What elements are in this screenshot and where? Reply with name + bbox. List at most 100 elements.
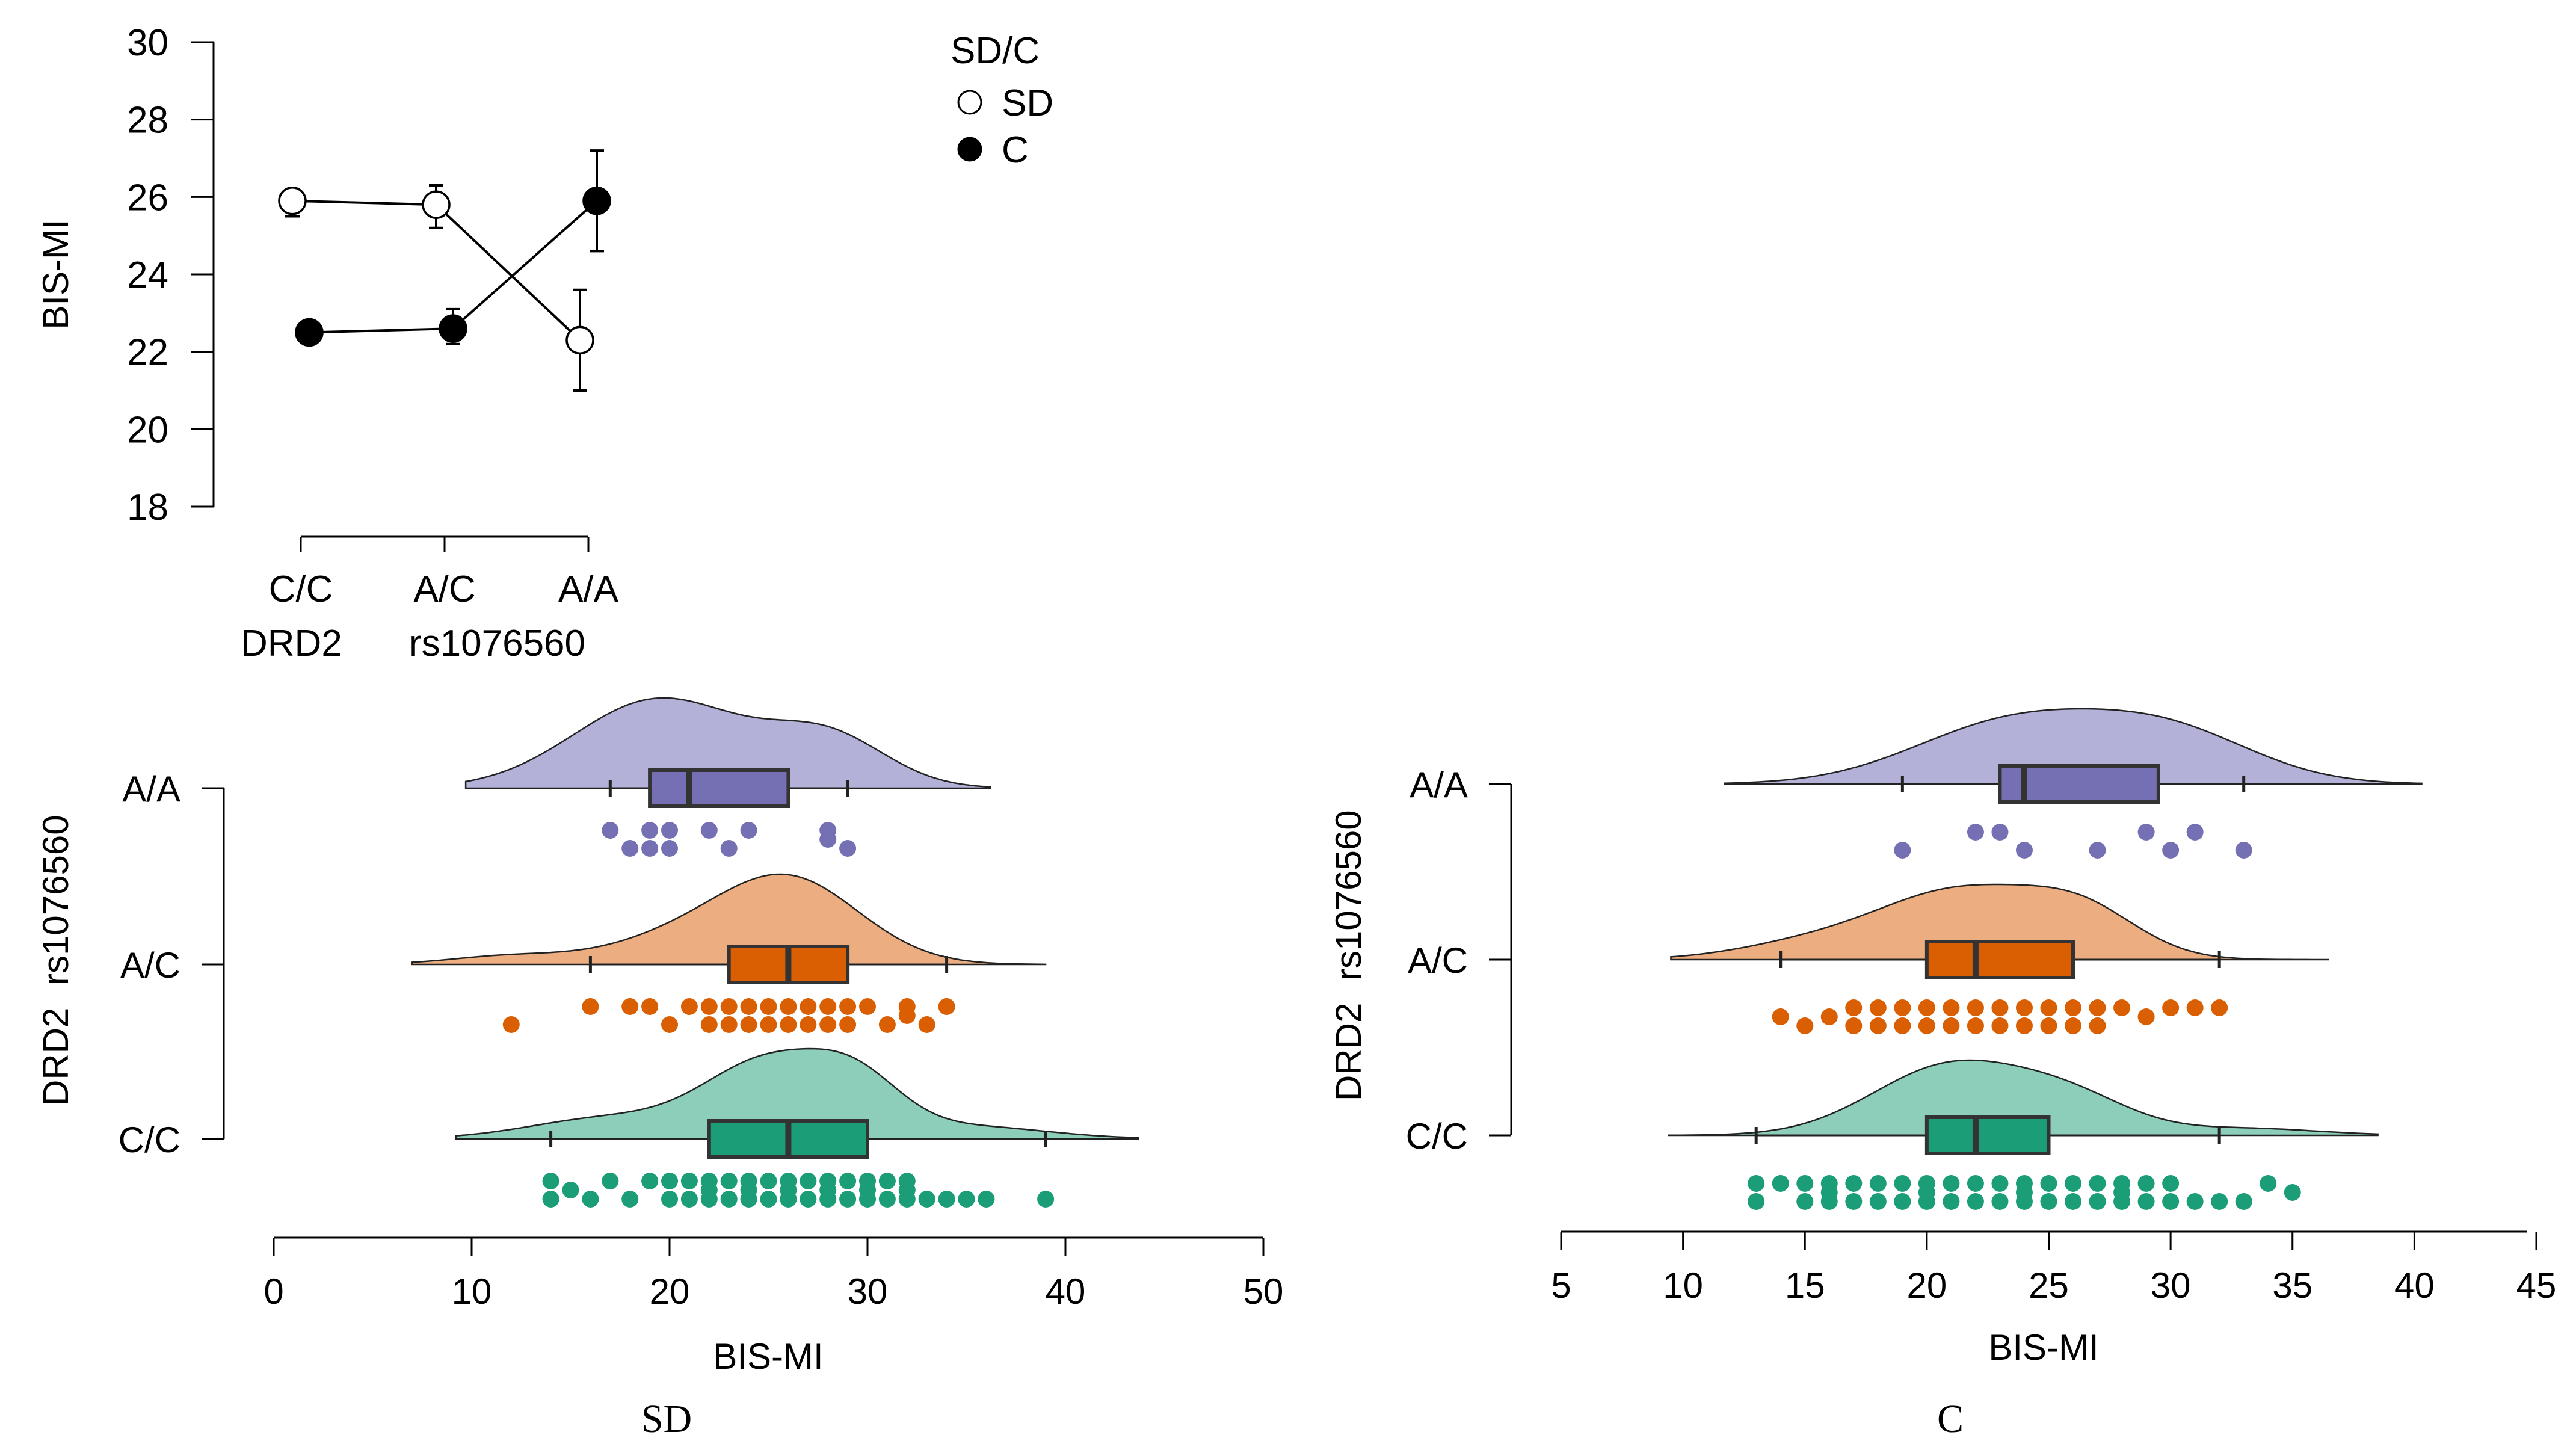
sd-point-cc: [760, 1191, 777, 1208]
c-y-tick-label: C/C: [1406, 1116, 1468, 1156]
sd-point-ac: [898, 1007, 916, 1024]
top-x-tick-label: A/C: [413, 569, 475, 610]
c-point-aa: [1991, 824, 2009, 841]
top-y-tick-label: 18: [127, 487, 168, 528]
sd-point-aa: [661, 840, 678, 857]
sd-point-cc: [878, 1191, 896, 1208]
c-x-tick-label: 5: [1551, 1265, 1571, 1306]
c-point-cc: [1967, 1175, 1984, 1192]
c-point-cc: [2162, 1193, 2180, 1210]
top-x-tick-label: A/A: [558, 569, 619, 610]
sd-point-cc: [839, 1191, 857, 1208]
c-point-cc: [1748, 1193, 1765, 1210]
raincloud-sd: 0 10 20 30 40 50 A/A A/C C/C BIS-MI DRD2 rs1076…: [35, 697, 1283, 1441]
c-point-ac: [1820, 1008, 1838, 1025]
sd-point-aa: [740, 822, 757, 839]
sd-point-ac: [878, 1016, 896, 1033]
sd-density-aa: [464, 697, 991, 789]
c-point-ac: [1991, 1017, 2009, 1034]
c-point-ac: [2211, 999, 2228, 1016]
c-point-cc: [1991, 1175, 2009, 1192]
c-x-tick-label: 25: [2029, 1265, 2069, 1306]
raincloud-c: 5 10 15 20 25 30 35 40 45 A/AA/CC/C BIS-MI DRD2 …: [1328, 708, 2556, 1441]
sd-point-cc: [819, 1182, 837, 1198]
c-group-aa: A/A: [1410, 708, 2423, 859]
sd-x-tick-label: 0: [263, 1271, 283, 1312]
sd-point-cc: [978, 1191, 995, 1208]
sd-point-aa: [641, 840, 659, 857]
sd-point-cc: [859, 1182, 876, 1198]
c-point-cc: [1748, 1175, 1765, 1192]
sd-point-ac: [839, 998, 857, 1015]
c-point-cc: [1991, 1193, 2009, 1210]
c-point-cc: [1869, 1193, 1887, 1210]
sd-point-cc: [800, 1173, 817, 1189]
sd-point-ac: [502, 1016, 520, 1033]
c-point-ac: [2065, 999, 2082, 1016]
c-y-tick-label: A/A: [1410, 765, 1468, 805]
c-y-axis-label-gene: DRD2: [1328, 1003, 1369, 1101]
sd-point-ac: [760, 998, 777, 1015]
c-caption: C: [1937, 1397, 1964, 1441]
sd-point-cc: [898, 1182, 916, 1198]
sd-point-ac: [780, 1016, 797, 1033]
top-y-tick-label: 26: [127, 177, 168, 218]
c-x-tick-label: 10: [1663, 1265, 1703, 1306]
c-point-ac: [2040, 1017, 2057, 1034]
c-point-ac: [2089, 1017, 2106, 1034]
c-point-ac: [2015, 1017, 2033, 1034]
sd-groups: A/A A/C C/C: [119, 697, 1139, 1208]
sd-y-axis-label-snp: rs1076560: [35, 815, 76, 986]
c-point-cc: [2211, 1193, 2228, 1210]
sd-point-cc: [661, 1173, 678, 1189]
c-box-ac: [1924, 940, 2075, 979]
series-sd-point: [422, 190, 451, 219]
c-point-aa: [2089, 842, 2106, 859]
legend-sd-marker: [957, 90, 982, 115]
sd-box-aa: [648, 768, 790, 808]
c-x-tick-label: 15: [1785, 1265, 1825, 1306]
c-point-ac: [1991, 999, 2009, 1016]
top-y-tick-label: 24: [127, 255, 168, 296]
sd-point-cc: [542, 1173, 559, 1189]
legend-c-label: C: [1002, 129, 1029, 171]
sd-x-tick-label: 40: [1046, 1271, 1086, 1312]
legend: SD/C SD C: [951, 30, 1053, 171]
sd-point-aa: [621, 840, 639, 857]
c-group-cc: C/C: [1406, 1059, 2379, 1210]
c-point-aa: [2235, 842, 2252, 859]
sd-y-tick-label: C/C: [119, 1120, 180, 1160]
c-point-aa: [1894, 842, 1911, 859]
c-point-ac: [1869, 1017, 1887, 1034]
c-point-ac: [2162, 999, 2180, 1016]
sd-point-ac: [582, 998, 599, 1015]
sd-y-tick-label: A/C: [120, 945, 180, 986]
sd-point-ac: [680, 998, 698, 1015]
c-point-aa: [2186, 824, 2204, 841]
c-x-tick-label: 30: [2151, 1265, 2191, 1306]
c-point-cc: [1894, 1175, 1911, 1192]
sd-y-tick-label: A/A: [122, 769, 180, 809]
sd-point-cc: [780, 1182, 797, 1198]
c-density-cc: [1668, 1059, 2379, 1137]
sd-point-ac: [621, 998, 639, 1015]
c-point-cc: [2065, 1193, 2082, 1210]
sd-point-cc: [760, 1173, 777, 1189]
c-point-cc: [1918, 1184, 1935, 1201]
c-point-cc: [2089, 1193, 2106, 1210]
top-y-tick-label: 30: [127, 22, 168, 64]
sd-point-ac: [700, 998, 718, 1015]
c-x-tick-label: 40: [2394, 1265, 2435, 1306]
c-point-cc: [2015, 1184, 2033, 1201]
sd-point-cc: [938, 1191, 955, 1208]
sd-x-tick-label: 30: [848, 1271, 888, 1312]
sd-point-cc: [582, 1191, 599, 1208]
sd-point-ac: [760, 1016, 777, 1033]
c-point-ac: [2113, 999, 2131, 1016]
c-x-ticks: 5 10 15 20 25 30 35 40 45: [1551, 1232, 2556, 1306]
top-x-tick-label: C/C: [269, 569, 333, 610]
top-series-group: [278, 149, 611, 392]
c-point-ac: [1967, 1017, 1984, 1034]
sd-point-ac: [819, 998, 837, 1015]
c-point-ac: [1943, 999, 1960, 1016]
